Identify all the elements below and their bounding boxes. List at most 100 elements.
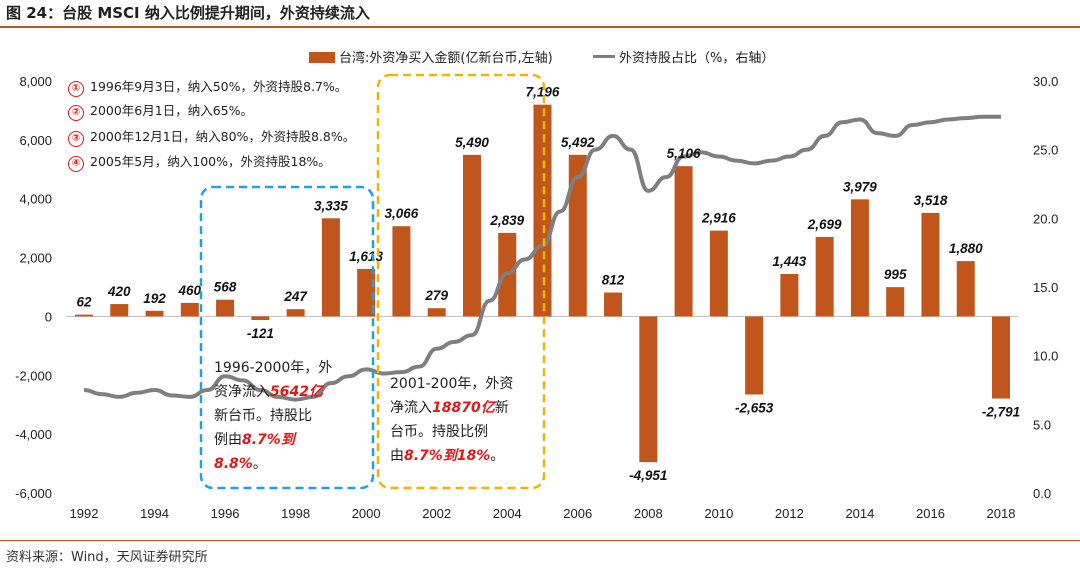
note-badge: ① [68, 81, 84, 97]
bar [568, 154, 587, 317]
legend-bar-swatch [309, 52, 335, 63]
bar-data-label: 3,518 [914, 193, 948, 208]
y-right-tick-label: 20.0 [1033, 211, 1058, 226]
ann2-line2b: 18870亿 [432, 400, 495, 416]
bar-data-label: 420 [107, 284, 131, 299]
bar [921, 212, 940, 317]
bar-data-label: 568 [214, 280, 237, 295]
bar-data-label: 1,880 [949, 241, 983, 256]
bar-data-label: 3,979 [843, 179, 877, 194]
y-left-tick-label: -2,000 [15, 368, 52, 383]
y-right-tick-label: 5.0 [1033, 417, 1051, 432]
ann1-line2: 资净流入5642亿 [214, 380, 374, 404]
note-1: ① 1996年9月3日，纳入50%，外资持股8.7%。 [68, 76, 347, 97]
x-tick-label: 2004 [493, 506, 522, 521]
bar [357, 268, 376, 317]
line-series [83, 114, 1001, 402]
legend-bar-label: 台湾:外资净买入金额(亿新台币,左轴) [339, 51, 553, 66]
ann2-line4a: 由 [390, 448, 404, 464]
chart: -6,000-4,000-2,00002,0004,0006,0008,000 … [15, 73, 1058, 521]
bar-data-label: 279 [424, 288, 448, 303]
bar-data-label: 7,196 [526, 85, 560, 100]
legend-line-item: 外资持股占比（%，右轴） [593, 47, 774, 66]
note-text: 2000年6月1日，纳入65%。 [90, 103, 254, 118]
bar [251, 316, 270, 320]
source-note: 资料来源：Wind，天风证券研究所 [6, 550, 208, 565]
y-left-tick-label: 0 [45, 309, 52, 324]
ann1-line5: 8.8%。 [214, 452, 374, 476]
ann1-line1: 1996-2000年，外 [214, 360, 333, 376]
bar [180, 302, 199, 317]
bar [956, 261, 975, 317]
bar-data-label: 995 [884, 267, 907, 282]
y-right-tick-label: 30.0 [1033, 74, 1058, 89]
bar [639, 316, 658, 463]
x-tick-label: 2010 [704, 506, 733, 521]
bar-data-label: 192 [143, 291, 166, 306]
bar [709, 230, 728, 317]
bar-data-label: -2,791 [982, 405, 1020, 420]
bar [533, 104, 552, 317]
bar [145, 310, 164, 317]
bar-data-label: 5,492 [561, 135, 595, 150]
bar [392, 226, 411, 317]
ann2-line2a: 净流入 [390, 400, 432, 416]
x-tick-label: 2016 [916, 506, 945, 521]
annotation-boxes [199, 73, 546, 490]
title-divider [0, 26, 1080, 28]
note-badge: ③ [68, 131, 84, 147]
bar [745, 316, 764, 395]
y-right-tick-label: 10.0 [1033, 349, 1058, 364]
bar [216, 299, 235, 317]
bar [604, 292, 623, 317]
ann1-line4: 例由8.7%到 [214, 428, 374, 452]
bar-data-label: 5,106 [667, 146, 701, 161]
x-tick-label: 2012 [775, 506, 804, 521]
note-badge: ④ [68, 156, 84, 172]
ann2-line2c: 新 [494, 400, 509, 416]
ann2-line1: 2001-200年，外资 [390, 376, 514, 392]
ann2-line4b: 8.7%到18% [404, 448, 491, 464]
note-4: ④ 2005年5月，纳入100%，外资持股18%。 [68, 151, 331, 172]
bar-data-labels: 62 420 192 460 568 -121 247 3,335 1,613 3,066 279 5… [76, 85, 1020, 483]
y-left-axis: -6,000 -4,000 -2,000 0 2,000 4,000 6,000 8,000 [15, 74, 52, 501]
bar-data-label: 1,443 [772, 254, 806, 269]
bar-data-label: 2,916 [701, 211, 736, 226]
y-right-axis: 0.0 5.0 10.0 15.0 20.0 25.0 30.0 [1033, 74, 1058, 501]
bar-data-label: 3,066 [385, 206, 419, 221]
ann2-line4: 由8.7%到18%。 [390, 444, 550, 468]
note-text: 2005年5月，纳入100%，外资持股18%。 [90, 154, 331, 169]
bar-data-label: 812 [602, 273, 625, 288]
ann1-line5a: 8.8% [214, 456, 253, 472]
bar [75, 314, 93, 317]
bar-data-label: -121 [247, 326, 274, 341]
bar [427, 308, 446, 317]
y-right-tick-label: 15.0 [1033, 280, 1058, 295]
bar [992, 316, 1010, 399]
note-2: ② 2000年6月1日，纳入65%。 [68, 100, 253, 121]
x-tick-label: 2000 [352, 506, 381, 521]
x-tick-label: 2002 [422, 506, 451, 521]
bar-data-label: 247 [283, 289, 308, 304]
x-tick-label: 1994 [140, 506, 169, 521]
bar-data-label: 460 [178, 283, 202, 298]
footer-divider [0, 540, 1080, 541]
x-tick-label: 2014 [845, 506, 874, 521]
holding-ratio-line [83, 114, 1001, 402]
annotation-box-2001-2005 [376, 73, 546, 490]
y-left-tick-label: -4,000 [15, 427, 52, 442]
bar-data-label: -2,653 [735, 401, 774, 416]
note-text: 1996年9月3日，纳入50%，外资持股8.7%。 [90, 79, 348, 94]
page-title: 图 24：台股 MSCI 纳入比例提升期间，外资持续流入 [6, 4, 370, 22]
bar-data-label: -4,951 [629, 468, 667, 483]
x-tick-label: 2008 [634, 506, 663, 521]
bar [886, 287, 905, 317]
note-badge: ② [68, 105, 84, 121]
bar [462, 154, 481, 317]
y-left-tick-label: 4,000 [19, 192, 52, 207]
bar [815, 237, 834, 317]
y-left-tick-label: 2,000 [19, 251, 52, 266]
bar [850, 199, 869, 317]
x-tick-label: 1992 [70, 506, 99, 521]
bar-data-label: 5,490 [455, 135, 489, 150]
